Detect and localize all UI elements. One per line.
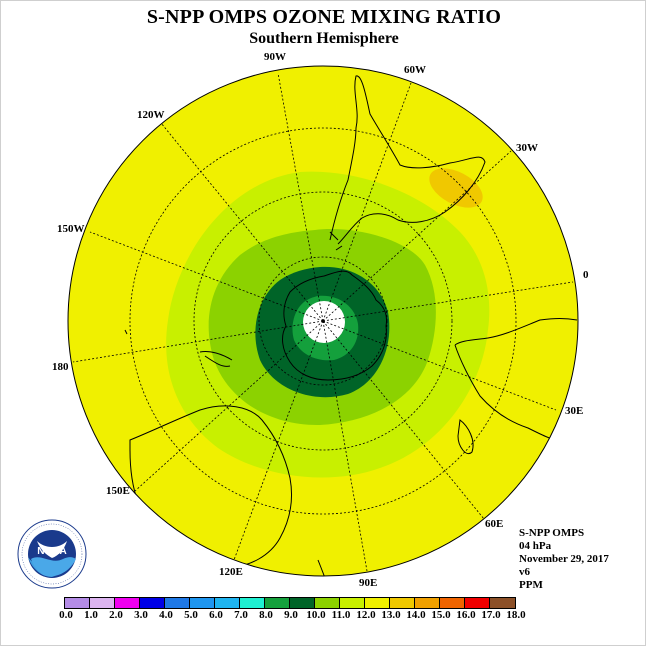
page-subtitle: Southern Hemisphere [249,30,399,47]
colorbar-label: 5.0 [184,609,198,621]
colorbar-label: 10.0 [306,609,326,621]
lon-label-30w: 30W [516,142,538,154]
latitude-circle [129,127,517,515]
info-block: S-NPP OMPS 04 hPa November 29, 2017 v6 P… [519,527,609,592]
colorbar-label: 3.0 [134,609,148,621]
map-border [67,65,579,577]
colorbar-label: 2.0 [109,609,123,621]
colorbar-swatch [290,598,315,608]
latitude-circle [258,256,388,386]
colorbar-label: 15.0 [431,609,451,621]
colorbar-swatch [465,598,490,608]
colorbar-label: 18.0 [506,609,526,621]
lon-label-90w: 90W [264,51,286,63]
meridian-line [160,122,324,322]
colorbar-swatch [115,598,140,608]
info-date: November 29, 2017 [519,553,609,565]
colorbar-swatch [390,598,415,608]
noaa-logo: NOAA [17,519,87,594]
info-version: v6 [519,566,530,578]
colorbar-swatch [190,598,215,608]
lon-label-150w: 150W [57,223,85,235]
colorbar-swatch [340,598,365,608]
meridian-line [322,320,485,520]
colorbar-swatch [490,598,515,608]
info-instrument: S-NPP OMPS [519,527,585,539]
colorbar-swatch [140,598,165,608]
south-pole-marker [323,321,325,323]
lon-label-0: 0 [583,269,589,281]
lon-label-180: 180 [52,361,69,373]
lon-label-90e: 90E [359,577,377,589]
colorbar-label: 8.0 [259,609,273,621]
colorbar-label: 16.0 [456,609,476,621]
colorbar-label: 1.0 [84,609,98,621]
colorbar-label: 14.0 [406,609,426,621]
colorbar-swatch [365,598,390,608]
colorbar-swatch [240,598,265,608]
noaa-wordmark: NOAA [37,546,66,557]
longitude-labels: 90W 60W 30W 0 30E 60E 90E 120E 150E 180 … [52,51,589,589]
colorbar-swatch [65,598,90,608]
lon-label-60w: 60W [404,64,426,76]
info-pressure: 04 hPa [519,540,552,552]
colorbar-label: 9.0 [284,609,298,621]
ozone-band-13-14 [429,168,483,208]
meridian-line [89,231,324,322]
info-units: PPM [519,579,543,591]
colorbar-label: 7.0 [234,609,248,621]
latitude-circle [193,191,453,451]
lon-label-30e: 30E [565,405,583,417]
colorbar-swatch [265,598,290,608]
lon-label-120w: 120W [137,109,165,121]
colorbar-swatch [440,598,465,608]
colorbar-label: 6.0 [209,609,223,621]
colorbar-swatch [315,598,340,608]
colorbar-label: 12.0 [356,609,376,621]
ozone-field [68,66,578,576]
page-title: S-NPP OMPS OZONE MIXING RATIO [146,6,502,28]
colorbar-swatch [90,598,115,608]
lon-label-60e: 60E [485,518,503,530]
colorbar-swatch [215,598,240,608]
graticule [72,72,574,572]
colorbar-label: 0.0 [59,609,73,621]
meridian-line [322,320,557,411]
colorbar-label: 13.0 [381,609,401,621]
meridian-line [233,320,324,561]
colorbar [64,597,516,609]
lon-label-150e: 150E [106,485,130,497]
colorbar-label: 4.0 [159,609,173,621]
colorbar-label: 17.0 [481,609,501,621]
colorbar-label: 11.0 [331,609,351,621]
colorbar-labels: 0.0 1.0 2.0 3.0 4.0 5.0 6.0 7.0 8.0 9.0 10.0 11.0 12… [0,609,648,623]
colorbar-swatch [165,598,190,608]
colorbar-swatch [415,598,440,608]
lon-label-120e: 120E [219,566,243,578]
